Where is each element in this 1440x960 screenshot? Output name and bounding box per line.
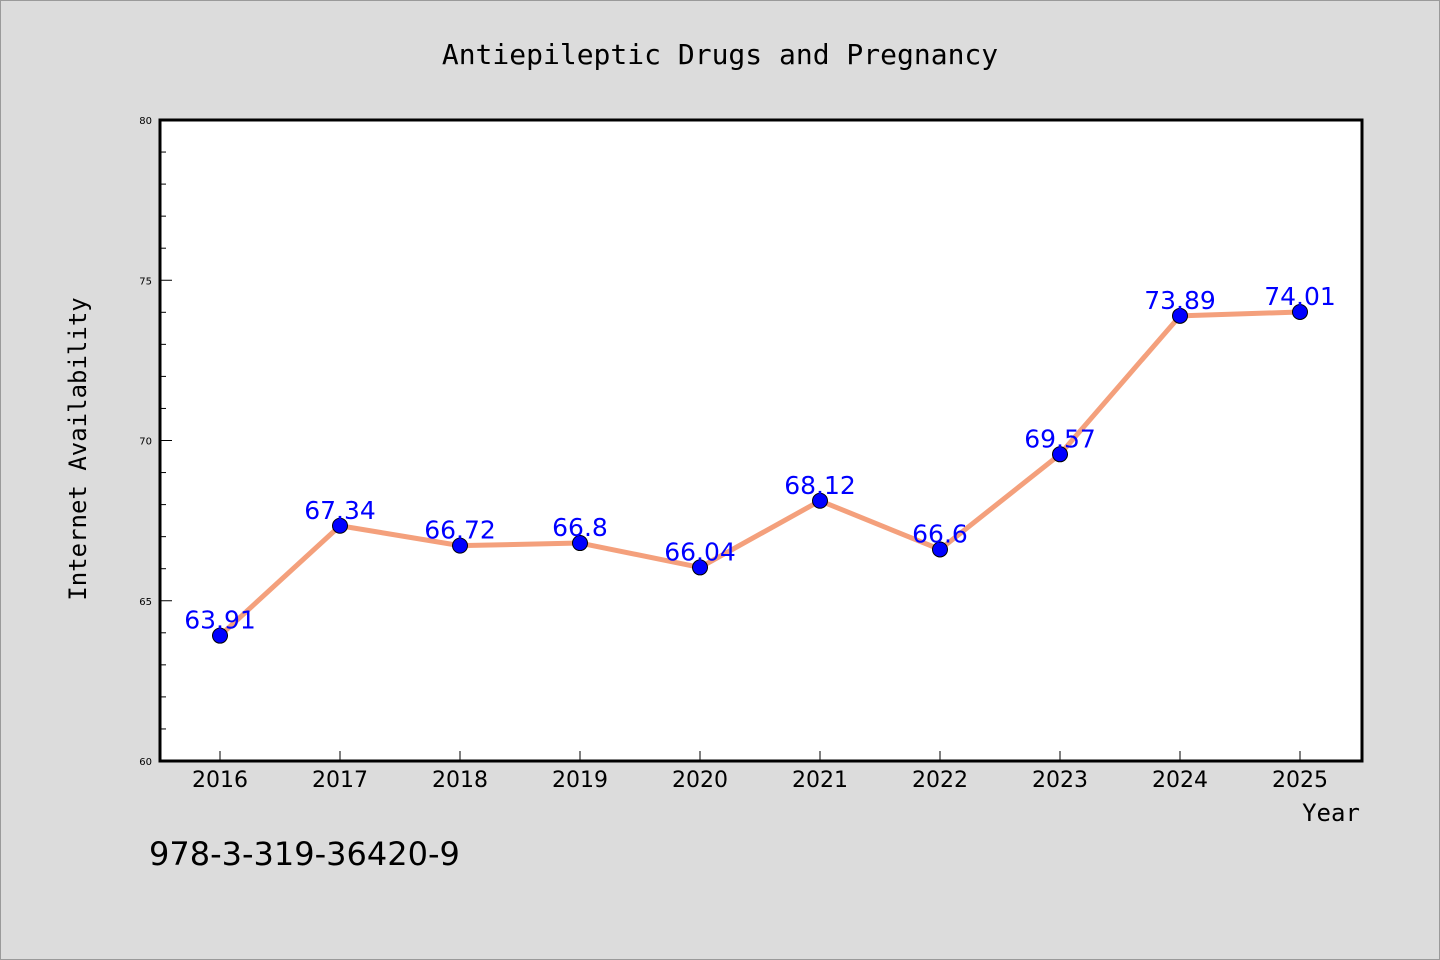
data-label: 63.91 <box>184 606 256 635</box>
data-label: 66.6 <box>912 519 968 548</box>
x-tick-label: 2023 <box>1032 768 1088 793</box>
x-tick-label: 2024 <box>1152 768 1208 793</box>
x-tick-label: 2018 <box>432 768 488 793</box>
plot-frame <box>158 118 1364 763</box>
data-point <box>812 492 828 509</box>
data-label: 67.34 <box>304 496 376 525</box>
x-axis-label: Year <box>1302 799 1360 827</box>
data-label: 68.12 <box>784 471 856 500</box>
y-tick-label: 60 <box>139 757 152 768</box>
x-tick-label: 2016 <box>192 768 248 793</box>
y-tick-label: 70 <box>139 437 152 448</box>
data-point <box>932 541 948 558</box>
x-tick-label: 2022 <box>912 768 968 793</box>
data-labels-layer: 63.91 67.34 66.72 66.8 66.04 68.12 66.6 69.57 73… <box>184 282 1336 635</box>
data-point <box>572 535 588 552</box>
y-axis-label: Internet Availability <box>64 297 92 600</box>
chart-title: Antiepileptic Drugs and Pregnancy <box>442 38 998 71</box>
data-label: 66.72 <box>424 516 496 545</box>
series-layer <box>217 309 1303 639</box>
data-point <box>212 627 228 644</box>
y-tick-label: 75 <box>139 276 152 287</box>
series-line <box>217 309 1303 639</box>
x-tick-label: 2020 <box>672 768 728 793</box>
data-point <box>1172 307 1188 324</box>
data-label: 74.01 <box>1264 282 1336 311</box>
data-point <box>1052 446 1068 463</box>
data-label: 73.89 <box>1144 286 1216 315</box>
data-label: 66.04 <box>664 537 736 566</box>
plot-area <box>160 120 1362 761</box>
x-axis: 2016 2017 2018 2019 2020 2021 2022 2023 2024 2025 <box>192 751 1328 793</box>
x-tick-label: 2019 <box>552 768 608 793</box>
x-tick-label: 2017 <box>312 768 368 793</box>
isbn-annotation: 978-3-319-36420-9 <box>149 835 460 873</box>
y-tick-label: 80 <box>139 116 152 127</box>
x-tick-label: 2025 <box>1272 768 1328 793</box>
data-label: 66.8 <box>552 513 608 542</box>
y-tick-label: 65 <box>139 597 152 608</box>
data-label: 69.57 <box>1024 424 1096 453</box>
x-tick-label: 2021 <box>792 768 848 793</box>
data-point <box>1292 303 1308 320</box>
data-point <box>332 517 348 534</box>
data-point <box>452 537 468 554</box>
points-layer <box>212 303 1308 644</box>
data-point <box>692 559 708 576</box>
